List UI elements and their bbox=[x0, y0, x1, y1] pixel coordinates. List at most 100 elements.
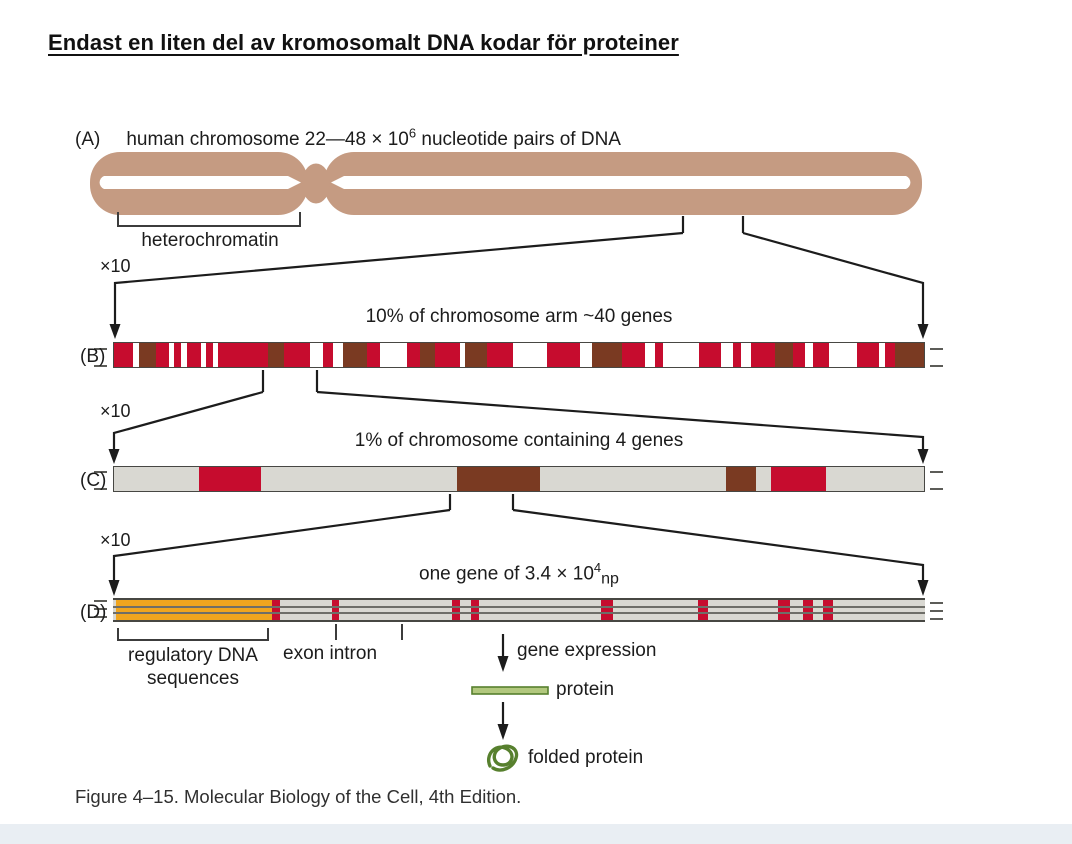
bar-segment bbox=[367, 343, 381, 367]
panel-c-caption: 1% of chromosome containing 4 genes bbox=[354, 430, 684, 451]
figure-caption: Figure 4–15. Molecular Biology of the Ce… bbox=[75, 786, 522, 807]
panel-d-label: (D) bbox=[80, 602, 107, 623]
exon-stripe bbox=[271, 600, 280, 620]
panel-a-label: (A) bbox=[75, 129, 101, 151]
panel-a-heading-text: human chromosome 22—48 × 106 nucleotide … bbox=[126, 126, 621, 151]
folding-arrow bbox=[497, 702, 509, 740]
bar-segment bbox=[645, 343, 656, 367]
bar-segment bbox=[826, 467, 924, 491]
bar-segment bbox=[512, 343, 547, 367]
dna-strand-line bbox=[113, 612, 925, 614]
folded-protein-label: folded protein bbox=[528, 747, 644, 768]
bar-segment bbox=[343, 343, 368, 367]
bar-segment bbox=[775, 343, 794, 367]
regulatory-dna-label: regulatory DNA sequences bbox=[128, 645, 258, 689]
bar-segment bbox=[733, 343, 742, 367]
exon-stripe bbox=[803, 600, 813, 620]
exon-stripe bbox=[332, 600, 339, 620]
bar-segment bbox=[323, 343, 334, 367]
page-title: Endast en liten del av kromosomalt DNA k… bbox=[48, 30, 679, 55]
bar-segment bbox=[420, 343, 436, 367]
dna-strand-line bbox=[113, 606, 925, 608]
regulatory-region bbox=[115, 600, 272, 620]
bar-segment bbox=[486, 343, 513, 367]
bar-segment bbox=[894, 343, 924, 367]
bar-segment bbox=[132, 343, 139, 367]
bar-segment bbox=[856, 343, 879, 367]
bar-segment bbox=[205, 343, 213, 367]
bar-segment bbox=[546, 343, 580, 367]
chromosome-arm-bar bbox=[113, 342, 925, 368]
bar-segment bbox=[699, 343, 722, 367]
folded-protein-icon bbox=[487, 744, 519, 772]
bar-segment bbox=[621, 343, 646, 367]
bar-segment bbox=[539, 467, 727, 491]
bar-segment bbox=[751, 343, 776, 367]
bar-segment bbox=[186, 343, 201, 367]
bar-segment bbox=[283, 343, 311, 367]
panel-c-label: (C) bbox=[80, 470, 107, 491]
panel-b-label: (B) bbox=[80, 346, 106, 367]
bar-segment bbox=[200, 343, 206, 367]
heterochromatin-label: heterochromatin bbox=[141, 230, 279, 251]
bar-segment bbox=[812, 343, 829, 367]
bar-segment bbox=[457, 467, 540, 491]
exon-stripe bbox=[778, 600, 790, 620]
exon-stripe bbox=[698, 600, 708, 620]
bar-segment bbox=[310, 343, 324, 367]
bar-segment bbox=[114, 467, 199, 491]
exon-stripe bbox=[601, 600, 613, 620]
bar-segment bbox=[805, 343, 813, 367]
bottom-band bbox=[0, 824, 1072, 844]
panel-d-caption: one gene of 3.4 × 104np bbox=[419, 560, 619, 588]
bar-segment bbox=[828, 343, 857, 367]
bar-segment bbox=[168, 343, 174, 367]
bar-segment bbox=[663, 343, 700, 367]
bar-segment bbox=[114, 343, 133, 367]
bar-segment bbox=[579, 343, 592, 367]
bar-segment bbox=[741, 343, 752, 367]
bar-segment bbox=[884, 343, 895, 367]
bar-segment bbox=[721, 343, 734, 367]
zoom-x10-label-1: ×10 bbox=[100, 256, 131, 276]
bar-segment bbox=[198, 467, 261, 491]
bar-segment bbox=[333, 343, 344, 367]
protein-bar bbox=[471, 686, 549, 695]
bar-segment bbox=[217, 343, 268, 367]
exon-stripe bbox=[471, 600, 479, 620]
bar-segment bbox=[464, 343, 487, 367]
bar-segment bbox=[407, 343, 421, 367]
bar-segment bbox=[260, 467, 458, 491]
chromatid-gap-right bbox=[331, 176, 911, 189]
exon-stripe bbox=[452, 600, 460, 620]
heterochromatin-bracket bbox=[117, 212, 301, 227]
exon-intron-label: exon intron bbox=[283, 643, 378, 664]
bar-segment bbox=[756, 467, 772, 491]
bar-segment bbox=[655, 343, 664, 367]
protein-label: protein bbox=[556, 679, 615, 700]
gene-expression-arrow bbox=[497, 634, 509, 672]
zoom-x10-label-3: ×10 bbox=[100, 530, 131, 550]
panel-b-caption: 10% of chromosome arm ~40 genes bbox=[365, 306, 673, 327]
bar-segment bbox=[591, 343, 622, 367]
exon-stripe bbox=[823, 600, 833, 620]
bar-segment bbox=[138, 343, 156, 367]
bar-segment bbox=[180, 343, 187, 367]
bar-segment bbox=[380, 343, 408, 367]
zoom-x10-label-2: ×10 bbox=[100, 401, 131, 421]
gene-expression-label: gene expression bbox=[517, 640, 657, 661]
chromosome-graphic bbox=[90, 152, 922, 215]
bar-segment bbox=[793, 343, 805, 367]
bar-segment bbox=[173, 343, 181, 367]
bar-segment bbox=[459, 343, 465, 367]
regulatory-bracket bbox=[117, 628, 269, 641]
bar-segment bbox=[771, 467, 827, 491]
chromosome-region-bar bbox=[113, 466, 925, 492]
bar-segment bbox=[155, 343, 169, 367]
bar-segment bbox=[726, 467, 757, 491]
bar-segment bbox=[435, 343, 460, 367]
gene-bar bbox=[113, 598, 925, 622]
bar-segment bbox=[212, 343, 218, 367]
bar-segment bbox=[267, 343, 284, 367]
